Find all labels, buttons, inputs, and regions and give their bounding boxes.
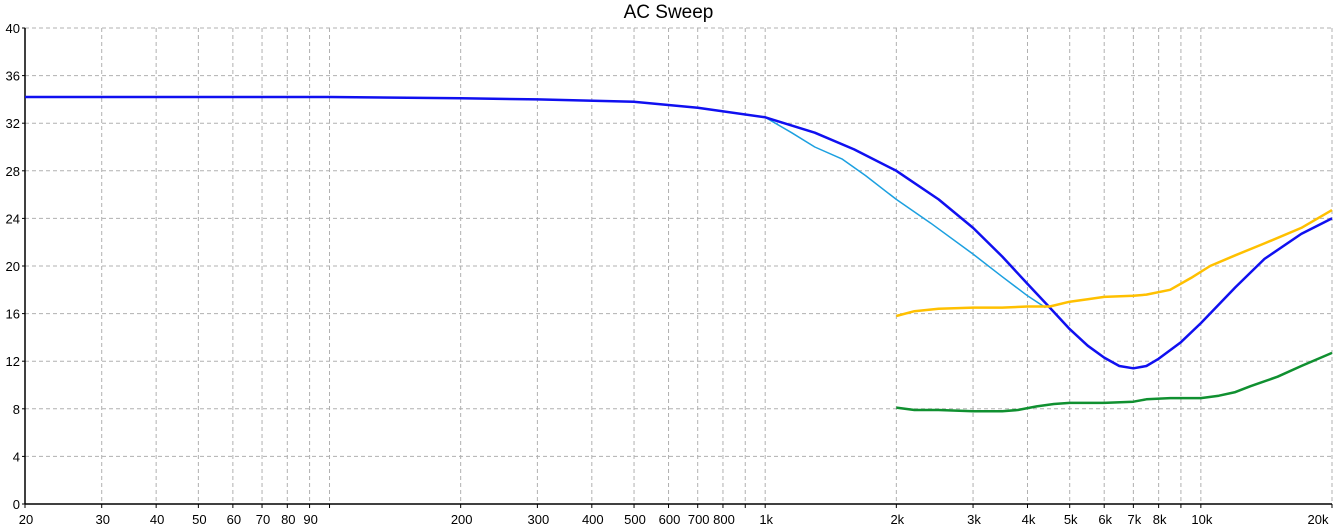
x-tick-label: 60 (227, 512, 241, 527)
chart-title: AC Sweep (623, 2, 714, 23)
x-tick-label: 400 (582, 512, 604, 527)
y-tick-label: 36 (6, 69, 20, 84)
x-tick-label: 5k (1064, 512, 1078, 527)
x-tick-label: 30 (95, 512, 109, 527)
x-tick-label: 90 (303, 512, 317, 527)
series-green (896, 351, 1333, 413)
y-tick-label: 32 (6, 116, 20, 131)
x-tick-label: 1k (759, 512, 773, 527)
x-tick-label: 800 (713, 512, 735, 527)
x-tick-label: 7k (1127, 512, 1141, 527)
x-tick-label: 8k (1153, 512, 1167, 527)
y-tick-label: 4 (13, 449, 20, 464)
x-tick-label: 600 (659, 512, 681, 527)
x-tick-label: 20 (19, 512, 33, 527)
x-tick-label: 2k (890, 512, 904, 527)
x-tick-label: 4k (1022, 512, 1036, 527)
x-tick-label: 50 (192, 512, 206, 527)
series-blue (25, 95, 1333, 370)
x-tick-label: 70 (256, 512, 270, 527)
x-tick-label: 3k (967, 512, 981, 527)
y-tick-label: 28 (6, 164, 20, 179)
y-tick-label: 20 (6, 259, 20, 274)
x-tick-label: 80 (281, 512, 295, 527)
x-tick-label: 6k (1098, 512, 1112, 527)
x-tick-label: 40 (150, 512, 164, 527)
y-tick-label: 0 (13, 497, 20, 512)
x-tick-label: 10k (1191, 512, 1212, 527)
series-light-blue (764, 116, 1046, 309)
y-tick-label: 12 (6, 354, 20, 369)
y-tick-label: 40 (6, 21, 20, 36)
x-tick-label: 200 (451, 512, 473, 527)
series-yellow (895, 209, 1333, 318)
x-tick-label: 20k (1308, 512, 1329, 527)
y-tick-label: 8 (13, 402, 20, 417)
x-tick-label: 300 (528, 512, 550, 527)
x-tick-label: 500 (624, 512, 646, 527)
x-tick-label: 700 (688, 512, 710, 527)
y-tick-label: 16 (6, 307, 20, 322)
y-tick-label: 24 (6, 211, 20, 226)
